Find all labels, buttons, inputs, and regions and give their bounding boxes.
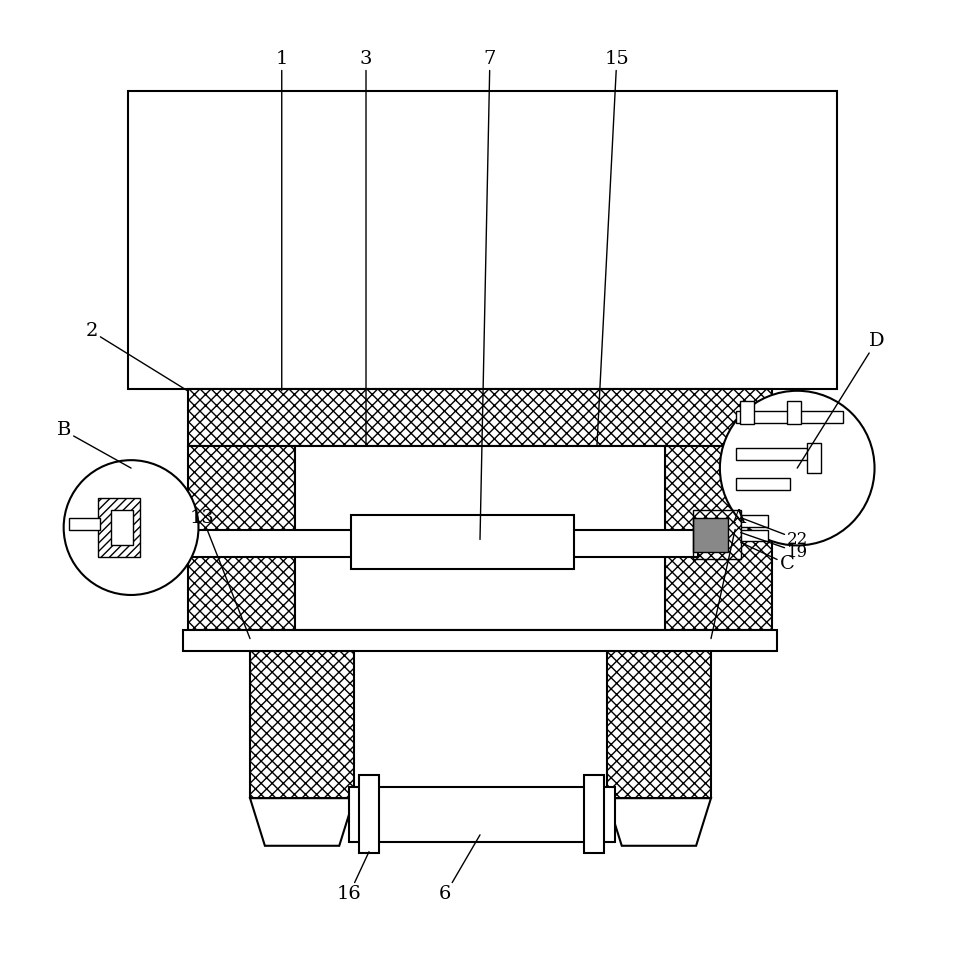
Bar: [740, 401, 753, 425]
Bar: [607, 652, 711, 798]
Text: A: A: [711, 509, 745, 638]
Text: 2: 2: [86, 323, 187, 390]
Bar: [741, 529, 769, 542]
Bar: [183, 630, 777, 652]
Polygon shape: [607, 798, 711, 846]
Bar: [665, 446, 773, 630]
Bar: [295, 446, 665, 630]
Bar: [787, 401, 801, 425]
Bar: [736, 478, 790, 490]
Text: D: D: [798, 332, 884, 468]
Bar: [187, 389, 773, 446]
Text: 7: 7: [480, 50, 496, 540]
Bar: [187, 446, 295, 630]
Text: 13: 13: [190, 509, 250, 638]
Text: C: C: [741, 543, 795, 573]
Text: 1: 1: [276, 50, 288, 390]
Bar: [111, 510, 133, 545]
Text: 16: 16: [336, 852, 369, 903]
Circle shape: [720, 390, 875, 545]
Text: 22: 22: [741, 518, 808, 548]
Bar: [807, 443, 821, 473]
Bar: [584, 775, 604, 853]
Bar: [736, 411, 843, 424]
Bar: [349, 788, 615, 842]
Bar: [736, 448, 813, 460]
Bar: [693, 518, 727, 552]
Text: B: B: [57, 421, 131, 468]
Bar: [351, 515, 574, 569]
Text: 6: 6: [439, 835, 480, 903]
Polygon shape: [250, 798, 354, 846]
Bar: [359, 775, 379, 853]
Bar: [250, 652, 354, 798]
Text: 15: 15: [597, 50, 629, 445]
Bar: [68, 518, 100, 529]
Bar: [741, 515, 769, 526]
Bar: [693, 510, 741, 559]
Bar: [113, 529, 698, 557]
Text: 3: 3: [359, 50, 372, 445]
Bar: [98, 498, 140, 557]
Text: 19: 19: [741, 532, 808, 561]
Bar: [128, 92, 837, 389]
Circle shape: [63, 460, 199, 595]
